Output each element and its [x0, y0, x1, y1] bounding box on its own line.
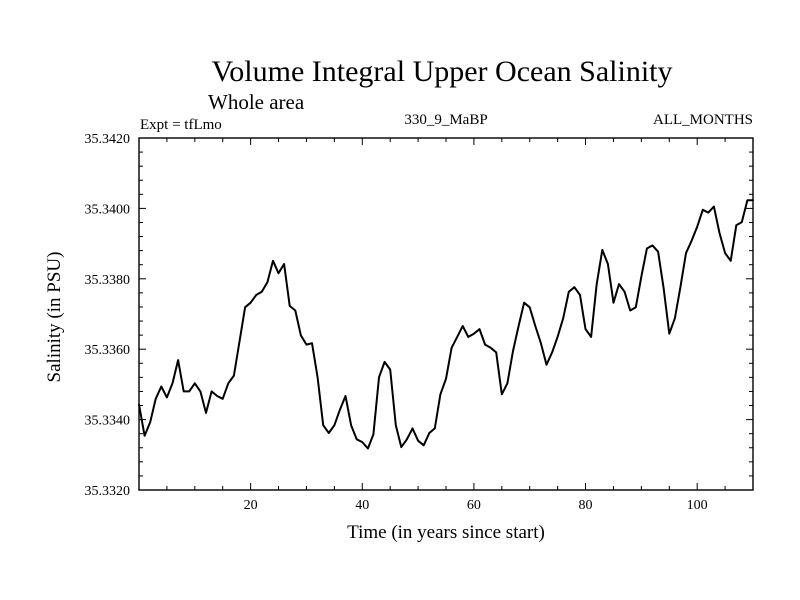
y-tick-label: 35.3360 — [85, 343, 131, 358]
plot-area: 20 40 60 80 100 35.3320 35.3340 35.3360 35.3380 3… — [85, 132, 754, 513]
chart-subtitle: Whole area — [208, 90, 305, 114]
y-tick-label: 35.3420 — [85, 132, 131, 147]
expt-label: Expt = tfLmo — [140, 117, 222, 133]
run-label: 330_9_MaBP — [404, 112, 487, 128]
series-line-salinity — [138, 199, 754, 450]
y-axis-label: Salinity (in PSU) — [44, 252, 65, 383]
chart-title: Volume Integral Upper Ocean Salinity — [212, 55, 673, 88]
x-tick-label: 80 — [579, 498, 593, 513]
x-tick-label: 20 — [244, 498, 258, 513]
y-tick-label: 35.3320 — [85, 484, 131, 499]
x-tick-label: 40 — [355, 498, 369, 513]
x-tick-label: 100 — [687, 498, 708, 513]
x-axis-label: Time (in years since start) — [347, 522, 545, 543]
plot-frame — [138, 137, 754, 491]
y-tick-label: 35.3340 — [85, 414, 131, 429]
period-label: ALL_MONTHS — [653, 112, 753, 128]
y-tick-label: 35.3380 — [85, 273, 131, 288]
x-tick-label: 60 — [467, 498, 481, 513]
y-tick-label: 35.3400 — [85, 202, 131, 217]
